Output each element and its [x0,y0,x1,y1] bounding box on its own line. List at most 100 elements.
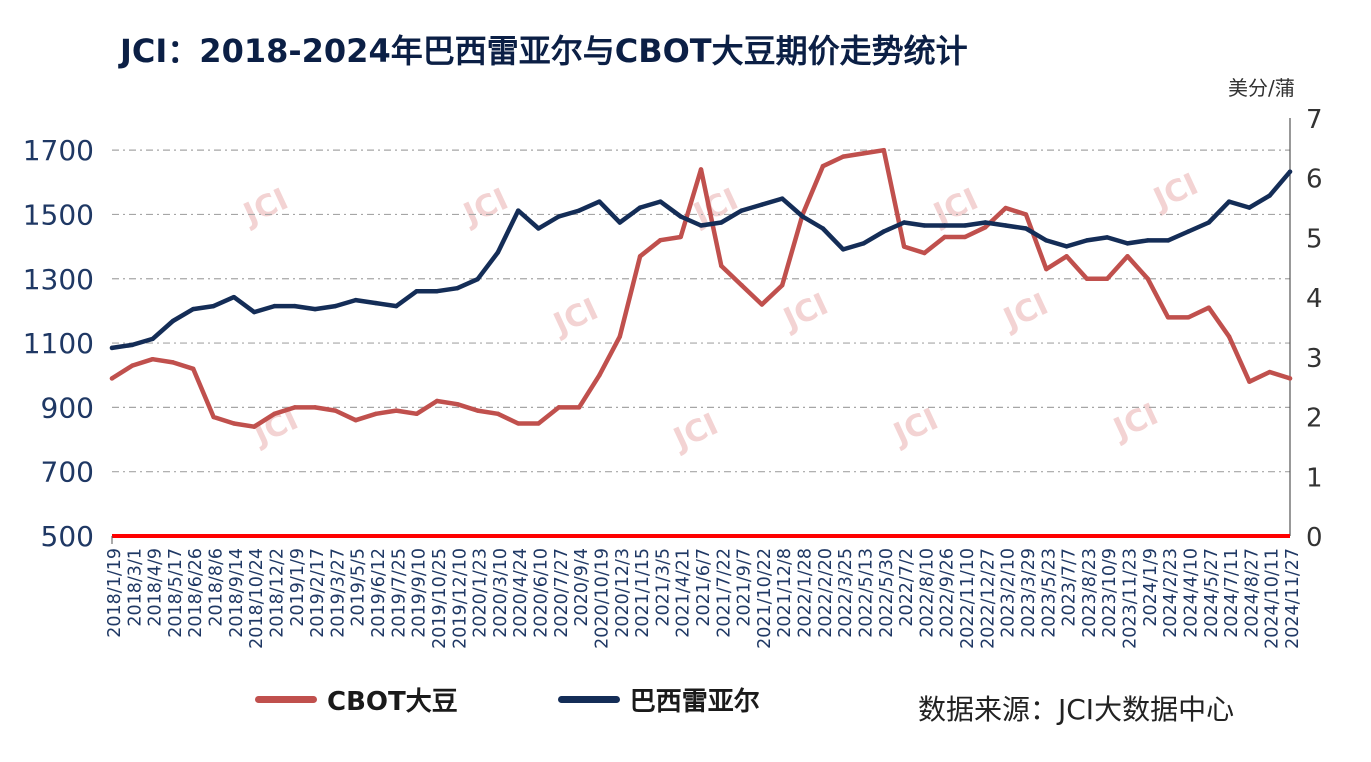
watermark-text: JCI [457,182,514,233]
data-point [475,277,480,282]
x-tick-label: 2018/6/26 [186,548,206,638]
data-point [292,303,297,309]
x-axis-ticks: 2018/1/19 2018/3/1 2018/4/9 2018/5/17 2018/6… [105,548,1303,649]
data-point [658,237,663,243]
right-tick-label: 3 [1306,344,1323,374]
left-axis-ticks: 500 700 900 1100 1300 1500 1700 [23,134,94,553]
x-tick-label: 2021/1/15 [633,548,653,638]
data-point [1064,244,1069,249]
right-tick-label: 5 [1306,224,1323,254]
x-tick-label: 2022/5/30 [877,548,897,638]
right-axis-ticks: 0 1 2 3 4 5 6 7 [1289,105,1323,553]
data-point [333,303,338,309]
data-point [942,223,947,228]
x-tick-label: 2018/10/24 [247,548,267,649]
data-point [1145,276,1151,281]
x-tick-label: 2022/7/2 [897,548,917,627]
data-point [901,244,907,249]
data-point [170,360,176,365]
data-point [455,401,460,407]
data-point [1023,212,1029,217]
x-tick-label: 2021/7/22 [714,548,734,638]
data-point [495,250,501,255]
x-tick-label: 2018/3/1 [125,548,145,627]
data-point [637,254,643,259]
watermark-text: JCI [887,402,944,453]
legend-label-brl: 巴西雷亚尔 [629,686,760,717]
x-tick-label: 2019/7/25 [389,548,409,638]
data-point [1003,223,1008,228]
data-point [109,376,115,381]
data-point [617,220,622,225]
legend-swatch-brl [557,695,620,703]
data-point [495,411,501,417]
right-tick-label: 1 [1306,463,1323,493]
x-tick-label: 2018/8/6 [207,548,227,627]
left-tick-label: 1700 [23,134,94,167]
x-tick-label: 2024/4/10 [1181,548,1201,638]
left-tick-label: 500 [41,520,94,553]
x-tick-label: 2024/2/23 [1161,548,1181,638]
data-point [1226,334,1232,339]
data-point [1125,254,1130,259]
data-point [251,309,257,315]
x-tick-label: 2020/3/10 [491,548,511,638]
right-tick-label: 6 [1306,165,1323,195]
watermark-text: JCI [777,287,834,338]
data-point [414,411,419,417]
data-point [373,300,379,306]
right-tick-label: 7 [1306,105,1323,135]
x-tick-label: 2020/9/4 [572,548,592,627]
data-point [475,408,480,413]
data-point [434,398,440,404]
x-tick-label: 2023/2/10 [999,548,1019,638]
data-point [1125,241,1130,246]
data-point [1267,193,1272,198]
x-tick-label: 2023/11/23 [1121,548,1141,649]
data-source: 数据来源：JCI大数据中心 [918,693,1235,726]
data-point [536,226,541,231]
right-tick-label: 2 [1306,404,1323,434]
data-point [759,202,765,207]
data-point [1044,238,1049,243]
legend-swatch-cbot [255,695,317,703]
data-point [556,214,562,219]
data-point [658,199,663,204]
data-point [719,220,724,225]
x-tick-label: 2023/5/23 [1039,548,1059,638]
data-point [678,234,683,240]
left-tick-label: 1100 [23,327,94,360]
data-point [597,373,602,378]
data-point [1186,315,1191,320]
data-point [312,405,318,410]
data-point [516,208,521,213]
data-point [272,303,277,309]
data-point [536,421,541,426]
data-point [130,342,135,348]
x-tick-label: 2023/8/23 [1080,548,1100,638]
x-tick-label: 2022/8/10 [917,548,937,638]
data-point [922,223,927,228]
x-tick-label: 2022/9/26 [938,548,958,638]
x-tick-label: 2022/1/28 [796,548,816,638]
data-point [1003,205,1008,211]
data-point [861,151,866,156]
x-tick-label: 2019/10/25 [430,548,450,649]
x-tick-label: 2024/11/27 [1283,548,1303,649]
x-tick-label: 2024/7/11 [1222,548,1242,638]
x-tick-label: 2019/1/9 [288,548,308,627]
data-point [1186,229,1191,234]
data-point [983,220,988,225]
x-tick-label: 2020/12/3 [613,548,633,638]
x-tick-label: 2021/4/21 [674,548,694,638]
x-tick-label: 2023/7/7 [1060,548,1080,627]
data-point [739,283,744,288]
data-point [1267,369,1272,375]
x-tick-label: 2019/5/5 [349,548,369,627]
x-tick-label: 2022/12/27 [978,548,998,649]
watermark-text: JCI [237,182,294,233]
data-point [434,288,440,294]
data-point [251,424,257,429]
data-point [1084,238,1090,243]
